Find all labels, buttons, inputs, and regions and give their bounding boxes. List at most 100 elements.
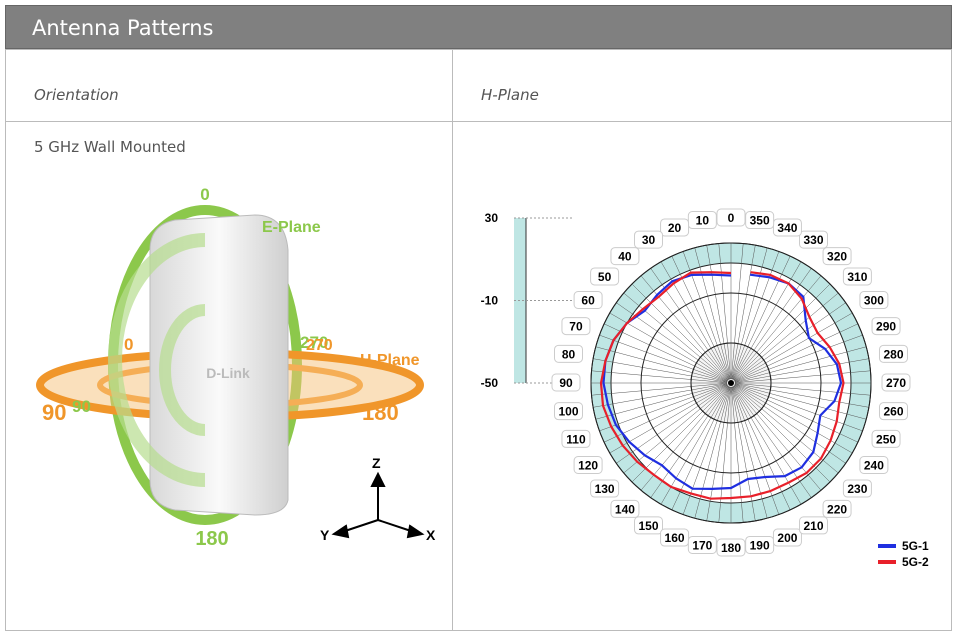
angle-label-box: 190: [745, 535, 775, 554]
angle-box: [745, 211, 775, 230]
angle-box: [745, 535, 775, 554]
angle-box: [842, 479, 872, 498]
spoke: [660, 386, 730, 505]
spoke: [706, 245, 731, 380]
angle-label: 170: [692, 538, 712, 552]
angle-box: [822, 499, 852, 518]
angle-label: 110: [566, 432, 586, 446]
spoke: [599, 384, 728, 432]
angle-label-box: 10: [687, 211, 717, 230]
angle-label: 80: [562, 347, 576, 361]
spoke: [591, 383, 728, 396]
h-plane-chart: 30-10-5001020304050607080901001101201301…: [481, 208, 929, 569]
axes-icon: [331, 471, 425, 539]
angle-label-box: 250: [871, 429, 901, 448]
angle-label-box: 100: [554, 402, 584, 421]
spoke: [732, 256, 791, 380]
spoke: [609, 312, 728, 382]
angle-label-box: 330: [799, 230, 828, 249]
angle-label: 250: [876, 432, 896, 446]
spoke: [623, 385, 729, 474]
angle-box: [687, 211, 717, 230]
spoke: [650, 268, 729, 380]
angle-label-box: 210: [799, 516, 828, 535]
spoke: [734, 384, 863, 432]
angle-box: [716, 208, 746, 227]
angle-label: 100: [558, 405, 578, 419]
ring: [590, 242, 872, 524]
e-angle: 90: [72, 397, 91, 416]
spoke: [731, 386, 768, 519]
angle-label: 30: [642, 233, 656, 247]
spoke: [671, 256, 730, 380]
spoke: [593, 383, 728, 408]
angle-label-box: 140: [610, 499, 640, 518]
angle-box: [822, 247, 852, 266]
angle-box: [573, 291, 603, 309]
angle-label: 340: [777, 221, 797, 235]
angle-box: [590, 479, 620, 498]
angle-label-box: 0: [716, 208, 746, 227]
angle-label-box: 290: [871, 317, 901, 336]
angle-label: 50: [598, 270, 612, 284]
axis-label: X: [426, 527, 436, 543]
center-dot: [728, 380, 734, 386]
scale-label: -50: [481, 376, 499, 390]
spoke: [734, 358, 869, 383]
angle-box: [610, 247, 640, 266]
spoke: [604, 323, 728, 382]
spoke: [650, 386, 729, 498]
angle-label: 290: [876, 320, 896, 334]
spoke: [732, 386, 791, 510]
spoke: [591, 370, 728, 383]
spoke: [731, 386, 756, 521]
angle-label: 270: [886, 376, 906, 390]
angle-box: [660, 218, 690, 237]
angle-label-box: 130: [590, 479, 620, 498]
spoke: [732, 386, 780, 515]
e-plane-wave: [159, 304, 206, 436]
angle-label-box: 110: [561, 429, 591, 448]
spoke: [640, 275, 729, 381]
axis-label: Y: [320, 527, 330, 543]
angle-label: 20: [668, 221, 682, 235]
brand: D-Link: [206, 365, 250, 381]
spoke: [734, 370, 871, 383]
angle-label: 210: [803, 519, 823, 533]
spoke: [734, 302, 846, 381]
spoke: [733, 283, 831, 381]
angle-label-box: 120: [573, 456, 603, 474]
angle-box: [634, 516, 663, 535]
angle-box: [871, 429, 901, 448]
angle-label-box: 300: [859, 291, 889, 309]
angle-box: [799, 230, 828, 249]
angle-label-box: 180: [716, 538, 746, 557]
angle-label-box: 230: [842, 479, 872, 498]
angle-label: 130: [595, 482, 615, 496]
spoke: [734, 384, 858, 443]
angle-label-box: 40: [610, 247, 640, 266]
legend-label: 5G-2: [902, 555, 929, 569]
angle-label: 150: [638, 519, 658, 533]
e-plane-wave: [108, 233, 206, 487]
spoke: [616, 385, 728, 464]
spoke: [593, 358, 728, 383]
e-angle: 0: [200, 185, 209, 204]
spoke: [732, 386, 802, 505]
spoke: [732, 251, 780, 380]
spoke: [595, 346, 728, 383]
angle-label-box: 240: [859, 456, 889, 474]
angle-label: 330: [803, 233, 823, 247]
angle-label: 10: [696, 214, 710, 228]
angle-box: [772, 528, 802, 547]
spoke: [718, 243, 731, 380]
angle-label: 200: [777, 531, 797, 545]
angle-box: [610, 499, 640, 518]
angle-label-box: 270: [881, 373, 911, 392]
e-angle: 180: [195, 528, 228, 550]
angle-label: 160: [665, 531, 685, 545]
angle-box: [561, 317, 591, 336]
spoke: [734, 383, 869, 408]
spoke: [733, 268, 812, 380]
angle-label-box: 90: [551, 373, 581, 392]
